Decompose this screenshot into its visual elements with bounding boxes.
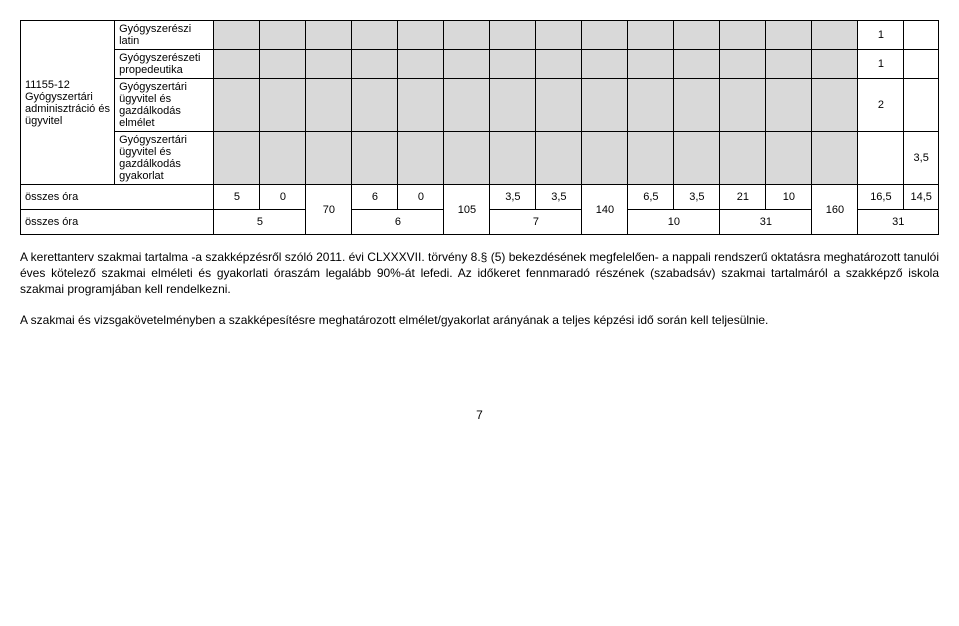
value-cell: 2	[858, 79, 904, 132]
value-cell: 1	[858, 21, 904, 50]
sum-row-1: összes óra 5 0 70 6 0 105 3,5 3,5 140 6,…	[21, 185, 939, 210]
paragraph-1: A kerettanterv szakmai tartalma -a szakk…	[20, 249, 939, 298]
merged-cell: 160	[812, 185, 858, 235]
page-number: 7	[20, 408, 939, 422]
table-row: Gyógyszertári ügyvitel és gazdálkodás gy…	[21, 132, 939, 185]
group-label: 11155-12 Gyógyszertári adminisztráció és…	[21, 21, 115, 185]
subject-name: Gyógyszertári ügyvitel és gazdálkodás gy…	[115, 132, 214, 185]
value-cell: 3,5	[904, 132, 939, 185]
merged-cell: 140	[582, 185, 628, 235]
curriculum-table: 11155-12 Gyógyszertári adminisztráció és…	[20, 20, 939, 235]
merged-cell: 105	[444, 185, 490, 235]
merged-cell: 70	[306, 185, 352, 235]
value-cell: 1	[858, 50, 904, 79]
table-row: Gyógyszertári ügyvitel és gazdálkodás el…	[21, 79, 939, 132]
table-row: Gyógyszerészeti propedeutika 1	[21, 50, 939, 79]
subject-name: Gyógyszerészi latin	[115, 21, 214, 50]
paragraph-2: A szakmai és vizsgakövetelményben a szak…	[20, 312, 939, 328]
subject-name: Gyógyszertári ügyvitel és gazdálkodás el…	[115, 79, 214, 132]
subject-name: Gyógyszerészeti propedeutika	[115, 50, 214, 79]
sum-label: összes óra	[21, 185, 214, 210]
table-row: 11155-12 Gyógyszertári adminisztráció és…	[21, 21, 939, 50]
sum-label: összes óra	[21, 210, 214, 235]
